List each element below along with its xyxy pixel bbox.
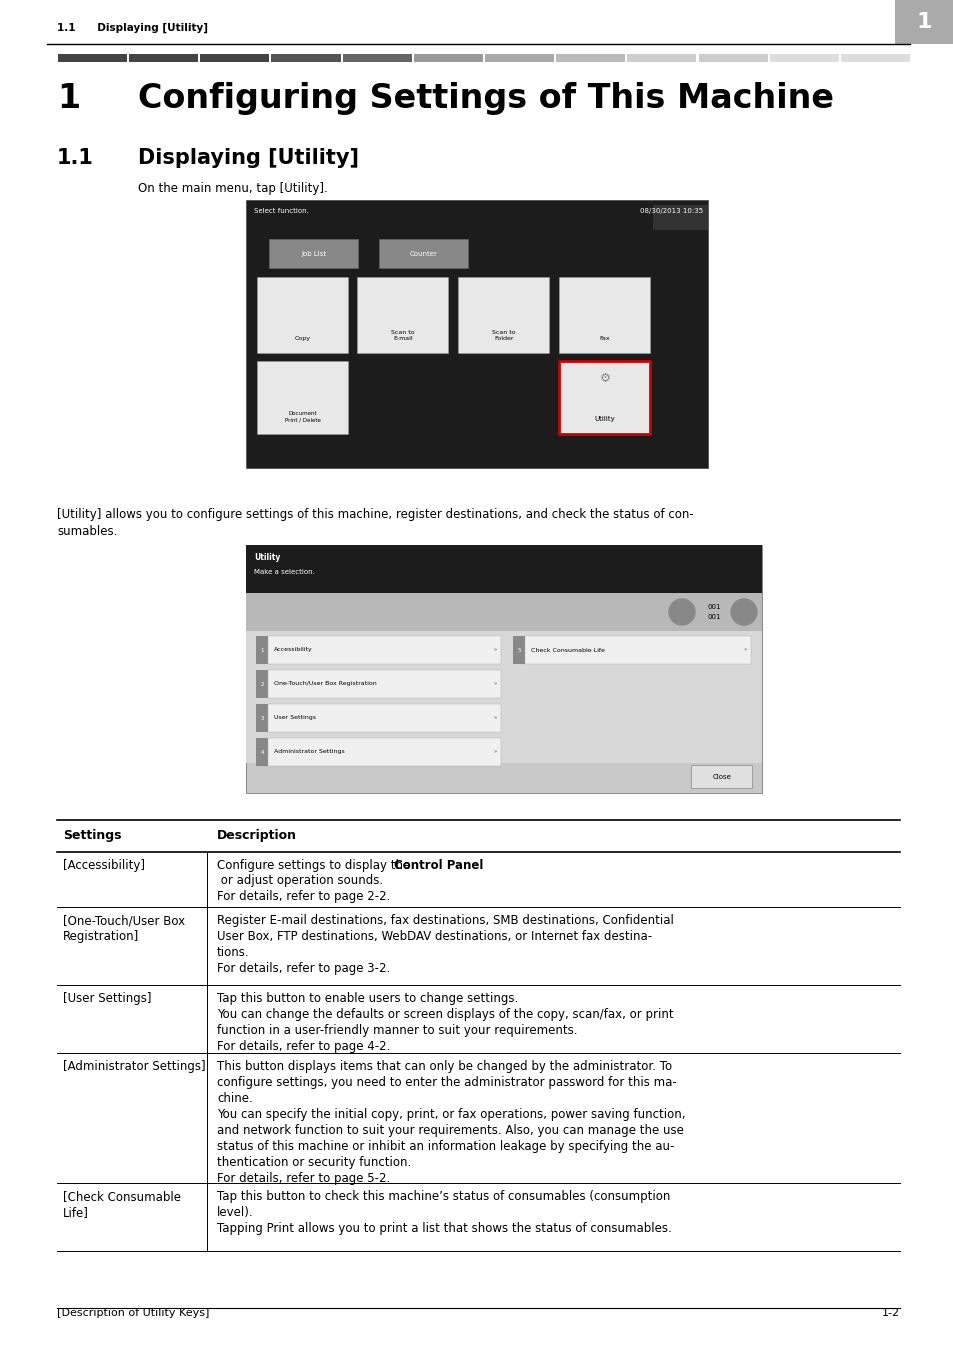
- Text: Settings: Settings: [63, 829, 121, 842]
- Text: [User Settings]: [User Settings]: [63, 992, 152, 1004]
- Text: »: »: [742, 648, 746, 652]
- FancyBboxPatch shape: [269, 239, 358, 269]
- Text: [Description of Utility Keys]: [Description of Utility Keys]: [57, 1308, 209, 1318]
- Text: 5: 5: [517, 648, 520, 652]
- FancyBboxPatch shape: [257, 362, 348, 435]
- Text: [Utility] allows you to configure settings of this machine, register destination: [Utility] allows you to configure settin…: [57, 508, 693, 539]
- Text: 1.1      Displaying [Utility]: 1.1 Displaying [Utility]: [57, 23, 208, 34]
- Text: »: »: [493, 682, 497, 687]
- FancyBboxPatch shape: [558, 278, 650, 354]
- Text: Configure settings to display the: Configure settings to display the: [216, 859, 414, 872]
- Text: Displaying [Utility]: Displaying [Utility]: [138, 148, 358, 167]
- Text: 001: 001: [706, 614, 720, 620]
- FancyBboxPatch shape: [268, 636, 500, 664]
- Text: [One-Touch/User Box
Registration]: [One-Touch/User Box Registration]: [63, 914, 185, 944]
- Text: »: »: [493, 648, 497, 652]
- Bar: [272, 54, 340, 62]
- Bar: [414, 54, 482, 62]
- Text: 1: 1: [260, 648, 263, 652]
- Text: Check Consumable Life: Check Consumable Life: [531, 648, 604, 652]
- Text: Tap this button to enable users to change settings.
You can change the defaults : Tap this button to enable users to chang…: [216, 992, 673, 1053]
- Text: 1.1: 1.1: [57, 148, 93, 167]
- Text: Control Panel: Control Panel: [394, 859, 482, 872]
- Bar: [255, 703, 268, 732]
- Text: 1: 1: [916, 12, 931, 32]
- Text: Counter: Counter: [410, 251, 437, 256]
- Text: Tap this button to check this machine’s status of consumables (consumption
level: Tap this button to check this machine’s …: [216, 1189, 671, 1235]
- Bar: [246, 545, 761, 792]
- Bar: [255, 738, 268, 765]
- Text: Make a selection.: Make a selection.: [253, 568, 314, 575]
- Text: Utility: Utility: [594, 416, 615, 423]
- Text: Administrator Settings: Administrator Settings: [274, 749, 344, 755]
- Text: Configuring Settings of This Machine: Configuring Settings of This Machine: [138, 82, 833, 115]
- Text: Select function.: Select function.: [253, 208, 309, 215]
- Text: This button displays items that can only be changed by the administrator. To
con: This button displays items that can only…: [216, 1060, 685, 1185]
- Text: Accessibility: Accessibility: [274, 648, 313, 652]
- Text: Utility: Utility: [253, 554, 280, 562]
- Bar: [255, 636, 268, 664]
- FancyBboxPatch shape: [268, 738, 500, 765]
- FancyBboxPatch shape: [268, 670, 500, 698]
- Text: »: »: [493, 749, 497, 755]
- Text: Job List: Job List: [301, 251, 326, 256]
- Text: [Check Consumable
Life]: [Check Consumable Life]: [63, 1189, 181, 1219]
- Bar: [255, 670, 268, 698]
- Text: Description: Description: [216, 829, 296, 842]
- Bar: [246, 630, 761, 763]
- FancyBboxPatch shape: [558, 362, 650, 435]
- Text: 08/30/2013 10:35: 08/30/2013 10:35: [639, 208, 702, 215]
- Bar: [513, 636, 524, 664]
- Text: On the main menu, tap [Utility].: On the main menu, tap [Utility].: [138, 182, 328, 194]
- Text: ❯: ❯: [740, 609, 746, 616]
- FancyBboxPatch shape: [257, 278, 348, 354]
- Text: Copy: Copy: [294, 336, 311, 342]
- FancyBboxPatch shape: [357, 278, 448, 354]
- Text: Fax: Fax: [599, 336, 610, 342]
- Bar: [840, 54, 909, 62]
- FancyBboxPatch shape: [691, 765, 752, 788]
- Bar: [58, 54, 127, 62]
- Bar: [894, 0, 953, 45]
- Text: »: »: [493, 716, 497, 721]
- Text: 1: 1: [57, 82, 80, 115]
- Text: ⚙: ⚙: [598, 373, 610, 385]
- Bar: [246, 545, 761, 593]
- Bar: [200, 54, 269, 62]
- Text: or adjust operation sounds.
For details, refer to page 2-2.: or adjust operation sounds. For details,…: [216, 873, 390, 903]
- Text: 1-2: 1-2: [881, 1308, 899, 1318]
- Text: 2: 2: [260, 682, 263, 687]
- Text: One-Touch/User Box Registration: One-Touch/User Box Registration: [274, 682, 376, 687]
- Text: 001: 001: [706, 603, 720, 610]
- Bar: [556, 54, 624, 62]
- FancyBboxPatch shape: [268, 703, 500, 732]
- Circle shape: [730, 599, 757, 625]
- Bar: [129, 54, 198, 62]
- Text: 4: 4: [260, 749, 263, 755]
- Text: ❮: ❮: [679, 609, 684, 616]
- Bar: [246, 593, 761, 630]
- Text: Scan to
Folder: Scan to Folder: [492, 331, 516, 342]
- Bar: [246, 200, 707, 468]
- Bar: [342, 54, 412, 62]
- FancyBboxPatch shape: [458, 278, 549, 354]
- Text: Register E-mail destinations, fax destinations, SMB destinations, Confidential
U: Register E-mail destinations, fax destin…: [216, 914, 673, 975]
- Bar: [484, 54, 554, 62]
- Circle shape: [668, 599, 695, 625]
- Text: Scan to
E-mail: Scan to E-mail: [391, 331, 415, 342]
- FancyBboxPatch shape: [379, 239, 468, 269]
- Text: Close: Close: [712, 774, 731, 780]
- Text: [Administrator Settings]: [Administrator Settings]: [63, 1060, 206, 1073]
- FancyBboxPatch shape: [524, 636, 750, 664]
- Bar: [627, 54, 696, 62]
- Text: Document
Print / Delete: Document Print / Delete: [285, 412, 320, 423]
- Text: User Settings: User Settings: [274, 716, 315, 721]
- Text: [Accessibility]: [Accessibility]: [63, 859, 145, 872]
- Text: 3: 3: [260, 716, 263, 721]
- Bar: [652, 205, 707, 230]
- Bar: [698, 54, 767, 62]
- Bar: [769, 54, 838, 62]
